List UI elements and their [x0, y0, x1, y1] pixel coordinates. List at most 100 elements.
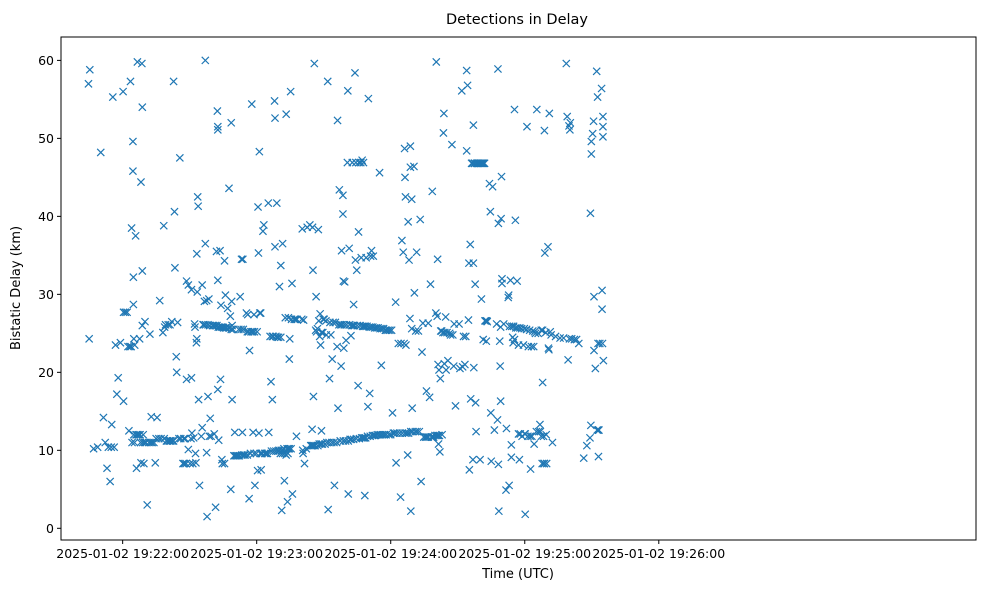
detection-point-102 — [182, 375, 191, 384]
detection-point-555 — [476, 455, 485, 464]
detection-point-676 — [585, 433, 595, 442]
detection-point-477 — [417, 477, 426, 486]
detection-point-267 — [282, 110, 291, 119]
detection-point-30 — [128, 438, 137, 447]
detection-point-296 — [307, 441, 316, 450]
detection-point-298 — [308, 223, 317, 232]
detection-point-89 — [170, 207, 179, 216]
detection-point-215 — [250, 327, 259, 336]
detection-point-562 — [480, 159, 489, 168]
detection-point-602 — [510, 335, 519, 344]
detection-point-303 — [310, 59, 319, 68]
detection-point-270 — [283, 497, 292, 506]
detection-point-167 — [220, 256, 229, 265]
detection-point-56 — [139, 459, 148, 468]
detection-point-39 — [131, 231, 140, 240]
detection-point-209 — [247, 100, 256, 109]
detection-point-616 — [520, 324, 529, 333]
y-axis-label: Bistatic Delay (km) — [9, 226, 24, 350]
detection-point-695 — [598, 286, 607, 295]
detection-point-180 — [227, 297, 236, 306]
detection-point-419 — [375, 168, 384, 177]
detection-point-155 — [213, 385, 222, 394]
detection-point-420 — [375, 324, 385, 333]
detection-point-573 — [490, 426, 499, 435]
detection-point-596 — [507, 453, 516, 462]
detection-point-126 — [198, 423, 207, 432]
detection-point-139 — [204, 295, 213, 304]
detection-point-235 — [264, 199, 273, 208]
detection-point-256 — [276, 261, 285, 270]
x-tick-label-1: 2025-01-02 19:23:00 — [190, 546, 323, 561]
detection-point-444 — [396, 339, 406, 348]
detection-point-320 — [318, 328, 327, 337]
detection-point-292 — [302, 444, 311, 453]
detection-point-624 — [525, 326, 534, 335]
detection-point-674 — [579, 454, 588, 463]
detection-point-98 — [178, 459, 187, 468]
detection-point-681 — [588, 129, 597, 138]
detection-point-449 — [400, 144, 409, 153]
detection-point-389 — [358, 156, 367, 165]
detection-point-373 — [349, 300, 358, 309]
detection-point-537 — [466, 240, 475, 249]
detection-point-183 — [228, 325, 238, 334]
detection-point-191 — [236, 292, 245, 301]
detection-point-338 — [331, 318, 340, 327]
detection-point-679 — [587, 137, 596, 146]
detection-point-142 — [206, 414, 215, 423]
detection-point-306 — [312, 292, 321, 301]
detection-point-46 — [136, 430, 145, 439]
detection-point-15 — [111, 341, 120, 350]
y-tick-label-4: 40 — [38, 209, 54, 224]
detection-point-460 — [406, 142, 415, 151]
detection-point-530 — [461, 332, 470, 341]
detection-point-196 — [238, 255, 247, 264]
detection-point-621 — [522, 122, 532, 131]
detection-point-500 — [434, 440, 443, 449]
detection-point-232 — [260, 449, 269, 458]
detection-point-435 — [388, 408, 397, 417]
detection-point-447 — [399, 248, 408, 257]
detection-point-571 — [487, 457, 496, 466]
detection-point-76 — [160, 323, 169, 332]
detection-point-648 — [540, 459, 549, 468]
detection-point-48 — [136, 178, 145, 187]
detection-point-677 — [586, 421, 595, 430]
detection-point-281 — [288, 489, 297, 499]
detection-point-50 — [137, 59, 146, 68]
detection-point-630 — [529, 342, 538, 351]
detection-point-610 — [515, 455, 524, 464]
detection-point-99 — [180, 459, 189, 468]
detection-point-584 — [497, 214, 506, 223]
detection-point-692 — [594, 426, 603, 435]
detection-point-668 — [565, 125, 574, 134]
y-tick-label-0: 0 — [46, 521, 54, 536]
detection-point-87 — [169, 77, 178, 86]
detection-point-536 — [465, 465, 474, 474]
detection-point-137 — [203, 392, 213, 401]
detection-point-341 — [333, 116, 342, 125]
detection-point-593 — [504, 291, 513, 300]
detection-point-224 — [255, 309, 264, 318]
detection-point-176 — [226, 312, 235, 321]
detection-point-653 — [543, 242, 553, 251]
detection-point-452 — [401, 192, 410, 201]
detection-point-556 — [476, 159, 485, 168]
detection-point-379 — [352, 266, 361, 275]
detection-point-310 — [314, 225, 323, 234]
detection-point-221 — [254, 248, 263, 258]
detection-point-199 — [241, 450, 250, 460]
detection-point-687 — [593, 426, 602, 435]
y-tick-label-2: 20 — [38, 365, 54, 380]
detection-point-312 — [315, 440, 324, 449]
detection-point-264 — [280, 476, 289, 485]
detection-point-327 — [323, 77, 332, 86]
detection-point-660 — [551, 332, 560, 341]
detection-point-509 — [439, 128, 448, 137]
detection-point-38 — [130, 341, 139, 350]
detection-point-647 — [540, 126, 549, 135]
detection-point-587 — [497, 274, 506, 283]
detection-point-631 — [530, 440, 539, 449]
detection-point-655 — [544, 345, 553, 354]
